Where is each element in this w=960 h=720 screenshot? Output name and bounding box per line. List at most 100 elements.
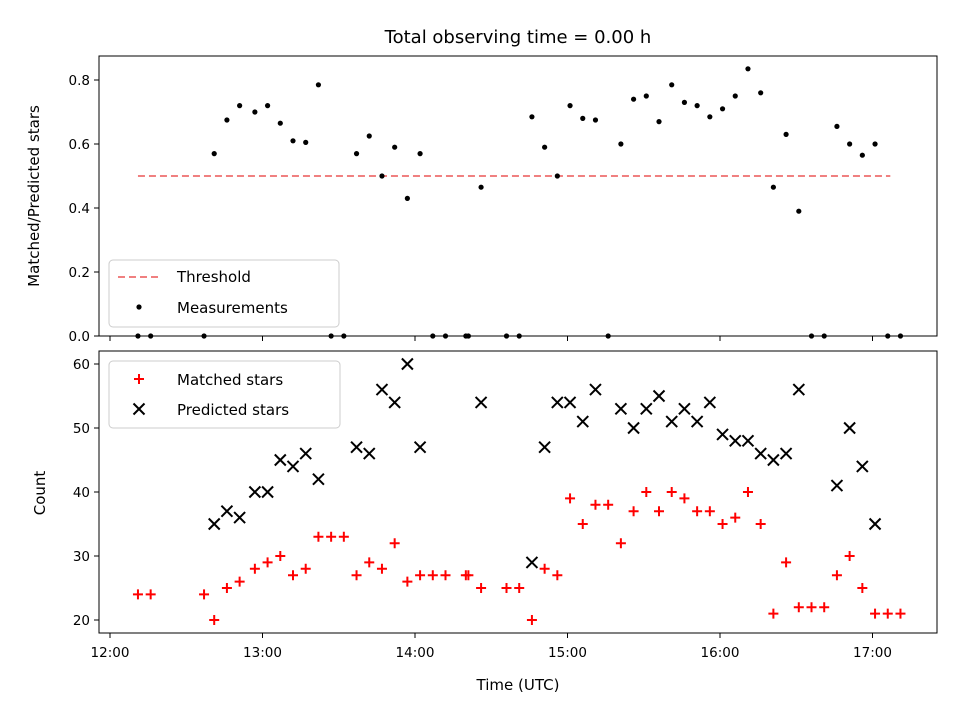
x-tick-label: 16:00: [701, 645, 740, 661]
matched-star-point: [326, 531, 337, 542]
bottom-y-axis-label: Count: [31, 471, 49, 516]
predicted-star-point: [413, 440, 427, 454]
measurement-point: [404, 195, 410, 201]
measurement-point: [252, 109, 258, 115]
measurement-point: [681, 99, 688, 105]
matched-star-point: [364, 557, 375, 568]
measurement-point: [567, 103, 573, 109]
measurement-point: [872, 141, 878, 147]
predicted-star-point: [312, 472, 325, 486]
predicted-star-point: [474, 396, 488, 409]
matched-star-point: [476, 583, 487, 593]
matched-star-point: [654, 506, 665, 517]
predicted-star-point: [576, 415, 589, 428]
predicted-star-point: [248, 485, 262, 499]
matched-star-point: [376, 563, 387, 574]
top-y-tick-label: 0.2: [69, 265, 90, 281]
matched-star-point: [844, 551, 855, 561]
x-axis-label: Time (UTC): [476, 676, 560, 694]
predicted-star-point: [525, 556, 539, 569]
predicted-star-point: [375, 383, 389, 396]
top-y-tick-label: 0.8: [69, 73, 90, 89]
predicted-star-point: [652, 389, 666, 403]
measurement-point: [707, 114, 713, 120]
measurement-point: [392, 144, 398, 150]
matched-star-point: [351, 570, 362, 581]
legend-predicted-swatch: [132, 402, 146, 416]
measurement-point: [859, 152, 865, 158]
legend-matched-swatch: [134, 374, 144, 384]
matched-star-point: [565, 493, 576, 504]
top-y-axis-label: Matched/Predicted stars: [25, 105, 43, 287]
measurement-point: [669, 82, 675, 88]
measurement-point: [503, 333, 510, 339]
predicted-star-point: [741, 434, 755, 448]
measurement-point: [211, 151, 217, 157]
bottom-y-tick-label: 60: [73, 357, 90, 373]
predicted-star-point: [868, 517, 882, 531]
predicted-star-point: [703, 396, 717, 409]
matched-star-point: [628, 506, 639, 517]
x-tick-label: 12:00: [91, 645, 130, 661]
measurement-point: [732, 93, 738, 99]
predicted-star-point: [551, 396, 564, 409]
bottom-y-tick-label: 50: [73, 421, 90, 437]
measurement-point: [529, 114, 535, 120]
measurement-point: [516, 333, 522, 339]
matched-star-point: [199, 589, 210, 600]
legend-threshold-label: Threshold: [176, 268, 251, 286]
matched-star-point: [262, 557, 273, 568]
measurement-point: [643, 93, 649, 99]
measurement-point: [834, 123, 840, 129]
bottom-legend-box: [108, 360, 341, 429]
legend-measurements-label: Measurements: [177, 299, 288, 317]
matched-star-point: [234, 576, 245, 587]
measurement-point: [580, 115, 586, 121]
measurement-point: [315, 82, 322, 88]
measurement-point: [897, 333, 904, 339]
measurement-point: [303, 139, 309, 145]
top-panel: 0.0 0.2 0.4 0.6 0.8 Threshold Measurements: [69, 55, 938, 345]
matched-star-point: [692, 506, 703, 517]
measurement-point: [694, 103, 700, 109]
predicted-star-point: [614, 402, 628, 416]
predicted-star-point: [856, 460, 869, 473]
matched-star-point: [882, 608, 893, 619]
matched-star-point: [590, 499, 601, 510]
matched-star-point: [755, 519, 766, 529]
predicted-star-point: [716, 428, 729, 441]
measurement-point: [277, 120, 283, 126]
matched-star-point: [427, 570, 438, 581]
matched-star-point: [615, 538, 626, 549]
chart-title: Total observing time = 0.00 h: [384, 27, 652, 48]
matched-star-point: [415, 570, 426, 581]
predicted-star-point: [843, 421, 856, 435]
matched-star-point: [338, 531, 349, 542]
matched-star-point: [288, 570, 299, 581]
matched-star-point: [275, 551, 286, 561]
measurement-point: [885, 333, 891, 339]
matched-star-point: [145, 589, 156, 600]
matched-star-point: [666, 487, 677, 497]
matched-star-point: [704, 506, 715, 517]
predicted-star-point: [690, 415, 704, 428]
matched-star-point: [389, 538, 400, 549]
matched-star-point: [819, 602, 830, 613]
measurement-point: [758, 90, 764, 96]
matched-star-point: [717, 519, 728, 529]
measurement-point: [379, 173, 385, 179]
top-y-tick-label: 0.0: [69, 329, 90, 345]
top-y-tick-label: 0.6: [69, 137, 90, 153]
measurement-point: [745, 66, 751, 72]
measurement-point: [430, 333, 436, 339]
measurement-point: [618, 141, 624, 147]
measurement-point: [592, 117, 599, 123]
measurement-point: [770, 184, 776, 190]
measurement-point: [341, 333, 347, 339]
matched-star-point: [806, 602, 817, 613]
top-y-tick-label: 0.4: [69, 201, 90, 217]
measurement-point: [135, 333, 141, 339]
x-tick-label: 14:00: [396, 645, 435, 661]
x-tick-label: 17:00: [853, 645, 892, 661]
